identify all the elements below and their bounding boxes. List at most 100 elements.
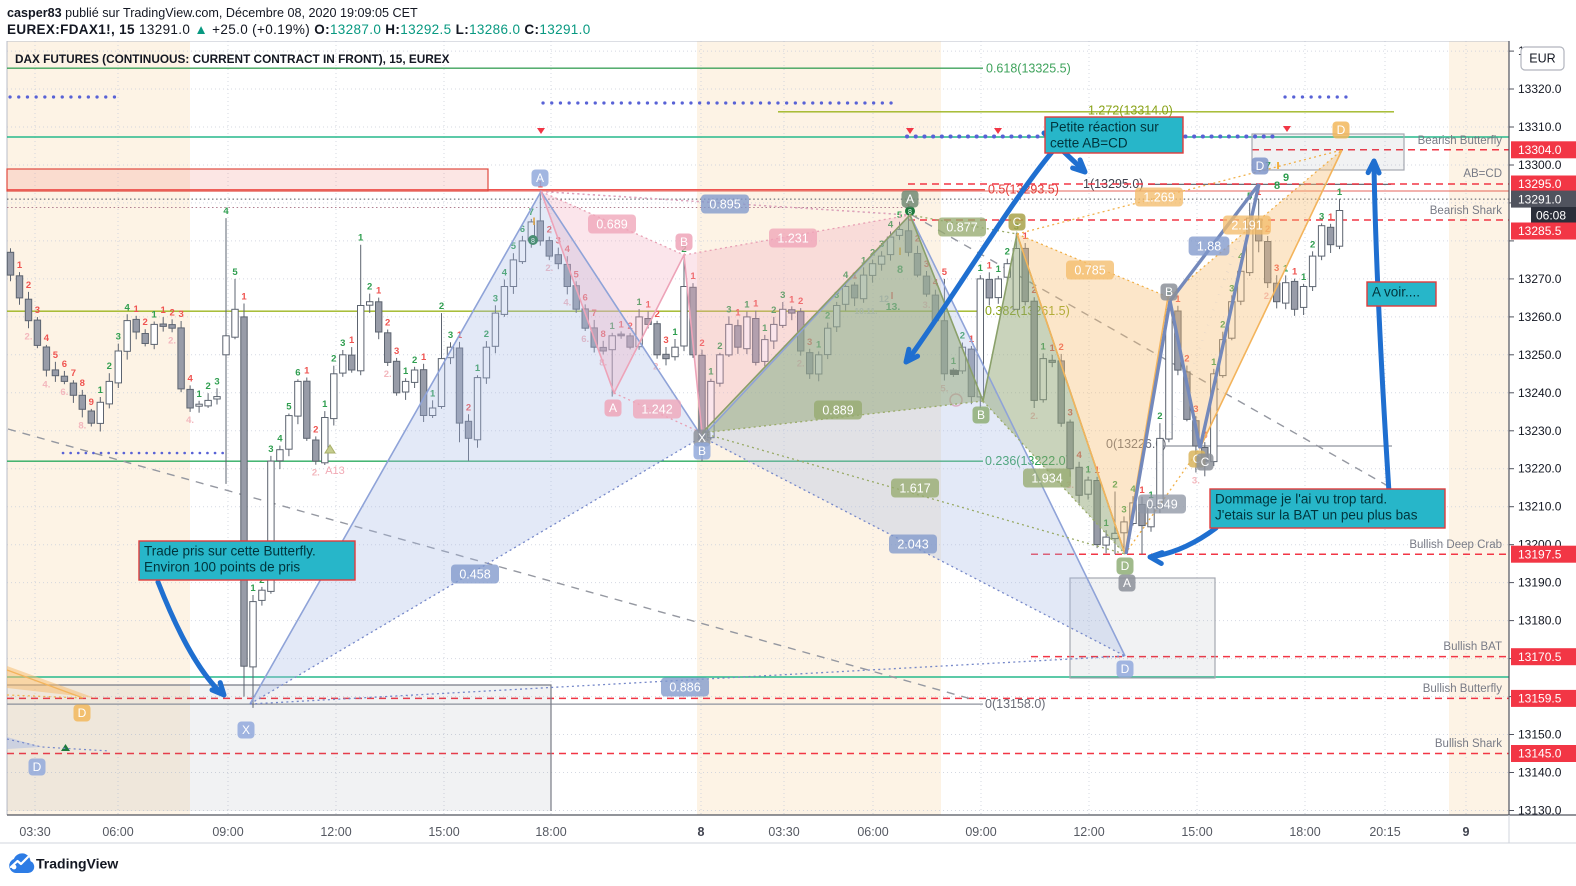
- svg-text:13300.0: 13300.0: [1518, 158, 1562, 172]
- svg-text:0.549: 0.549: [1146, 497, 1177, 511]
- svg-text:13140.0: 13140.0: [1518, 766, 1562, 780]
- svg-text:3: 3: [1229, 283, 1234, 294]
- svg-text:2: 2: [798, 296, 803, 307]
- svg-text:D: D: [1337, 123, 1346, 137]
- svg-text:2: 2: [313, 424, 318, 435]
- svg-text:2: 2: [1005, 247, 1010, 258]
- svg-text:D: D: [1121, 662, 1130, 676]
- svg-text:1: 1: [753, 299, 759, 310]
- svg-text:4: 4: [277, 434, 283, 445]
- svg-text:1: 1: [987, 260, 993, 271]
- svg-text:18:00: 18:00: [1289, 825, 1320, 839]
- svg-text:J'etais sur la BAT un peu plus: J'etais sur la BAT un peu plus bas: [1215, 508, 1418, 523]
- svg-text:15:00: 15:00: [428, 825, 459, 839]
- svg-text:1: 1: [1301, 272, 1307, 283]
- svg-text:4: 4: [1130, 484, 1136, 495]
- svg-text:0.458: 0.458: [459, 567, 490, 581]
- svg-text:1: 1: [735, 308, 741, 319]
- svg-text:5: 5: [286, 402, 292, 413]
- svg-text:8: 8: [698, 825, 705, 839]
- svg-text:Bearish Shark: Bearish Shark: [1430, 205, 1502, 217]
- svg-text:AB=CD: AB=CD: [1463, 168, 1502, 180]
- svg-text:1: 1: [744, 300, 750, 311]
- svg-text:0.618(13325.5): 0.618(13325.5): [986, 62, 1071, 76]
- svg-text:4.: 4.: [186, 415, 194, 426]
- svg-text:06:08: 06:08: [1536, 209, 1566, 223]
- svg-text:1: 1: [430, 388, 436, 399]
- svg-text:5: 5: [897, 210, 903, 221]
- svg-text:12:00: 12:00: [320, 825, 351, 839]
- svg-text:5: 5: [574, 269, 580, 280]
- svg-text:2: 2: [331, 354, 336, 365]
- svg-text:13210.0: 13210.0: [1518, 500, 1562, 514]
- svg-text:6: 6: [295, 367, 300, 378]
- svg-text:2.043: 2.043: [897, 537, 928, 551]
- svg-text:1.269: 1.269: [1143, 190, 1174, 204]
- svg-text:2: 2: [960, 331, 965, 342]
- svg-text:13170.5: 13170.5: [1518, 650, 1562, 664]
- svg-text:2: 2: [412, 355, 417, 366]
- svg-text:3: 3: [340, 338, 345, 349]
- svg-text:3: 3: [116, 332, 121, 343]
- svg-text:D: D: [33, 760, 42, 774]
- svg-text:5: 5: [511, 241, 517, 252]
- svg-text:8: 8: [80, 378, 85, 389]
- svg-text:2.: 2.: [1264, 291, 1272, 302]
- svg-text:2: 2: [169, 307, 174, 318]
- svg-text:1: 1: [1023, 231, 1029, 242]
- svg-text:1: 1: [618, 319, 624, 330]
- svg-text:4.: 4.: [42, 380, 50, 391]
- svg-text:3: 3: [268, 444, 273, 455]
- svg-text:X: X: [242, 723, 250, 737]
- svg-text:4: 4: [843, 270, 849, 281]
- svg-text:2.: 2.: [312, 468, 320, 479]
- svg-text:3: 3: [394, 346, 399, 357]
- svg-text:13240.0: 13240.0: [1518, 386, 1562, 400]
- svg-text:1.242: 1.242: [641, 402, 672, 416]
- svg-text:13320.0: 13320.0: [1518, 82, 1562, 96]
- svg-text:I: I: [1277, 161, 1280, 172]
- svg-text:3: 3: [780, 290, 785, 301]
- svg-text:9: 9: [1463, 825, 1470, 839]
- svg-text:0(13158.0): 0(13158.0): [985, 697, 1045, 711]
- svg-text:B: B: [1165, 285, 1173, 299]
- svg-text:7: 7: [592, 308, 597, 319]
- svg-text:Trade pris sur cette Butterfly: Trade pris sur cette Butterfly.: [144, 544, 316, 559]
- svg-text:6: 6: [62, 359, 67, 370]
- svg-text:0.895: 0.895: [709, 197, 740, 211]
- svg-text:TradingView: TradingView: [36, 856, 118, 872]
- svg-text:13220.0: 13220.0: [1518, 462, 1562, 476]
- svg-text:1: 1: [1175, 294, 1181, 305]
- svg-text:A: A: [1123, 576, 1131, 590]
- svg-text:EUREX:FDAX1!, 15 13291.0 ▲ +2: EUREX:FDAX1!, 15 13291.0 ▲ +25.0 (+0.19%…: [7, 22, 591, 37]
- svg-text:A voir....: A voir....: [1372, 285, 1420, 300]
- svg-text:13150.0: 13150.0: [1518, 728, 1562, 742]
- svg-text:2: 2: [385, 318, 390, 329]
- svg-text:1: 1: [250, 583, 256, 594]
- svg-text:3: 3: [1193, 404, 1198, 415]
- svg-text:8: 8: [1274, 180, 1280, 192]
- svg-text:7: 7: [529, 207, 534, 218]
- svg-text:2: 2: [1112, 480, 1117, 491]
- svg-text:C: C: [1013, 215, 1022, 229]
- svg-text:06:00: 06:00: [102, 825, 133, 839]
- svg-text:2: 2: [1220, 320, 1225, 331]
- svg-text:D: D: [1121, 559, 1130, 573]
- svg-text:3: 3: [178, 309, 183, 320]
- svg-text:B: B: [977, 408, 985, 422]
- svg-text:1: 1: [690, 271, 696, 282]
- svg-text:2: 2: [484, 329, 489, 340]
- svg-text:0.877: 0.877: [946, 220, 977, 234]
- svg-text:1: 1: [789, 294, 795, 305]
- svg-text:Bullish BAT: Bullish BAT: [1443, 641, 1502, 653]
- svg-text:1.934: 1.934: [1031, 471, 1062, 485]
- svg-text:8: 8: [601, 329, 606, 340]
- svg-text:1.88: 1.88: [1197, 239, 1221, 253]
- svg-text:15:00: 15:00: [1181, 825, 1212, 839]
- svg-text:0.689: 0.689: [596, 217, 627, 231]
- svg-text:3: 3: [214, 376, 219, 387]
- svg-text:1: 1: [645, 299, 651, 310]
- svg-text:Environ 100 points de pris: Environ 100 points de pris: [144, 560, 300, 575]
- svg-text:5: 5: [232, 267, 238, 278]
- svg-text:1: 1: [358, 233, 364, 244]
